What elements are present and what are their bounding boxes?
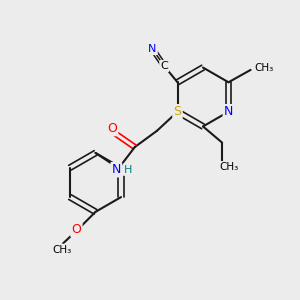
Text: H: H (124, 165, 132, 175)
Text: CH₃: CH₃ (52, 245, 71, 255)
Text: C: C (160, 61, 168, 71)
Text: N: N (224, 105, 233, 118)
Text: O: O (71, 223, 81, 236)
Text: N: N (112, 163, 121, 176)
Text: O: O (107, 122, 117, 135)
Text: N: N (148, 44, 157, 54)
Text: S: S (173, 105, 181, 118)
Text: CH₃: CH₃ (254, 63, 273, 73)
Text: CH₃: CH₃ (219, 162, 238, 172)
